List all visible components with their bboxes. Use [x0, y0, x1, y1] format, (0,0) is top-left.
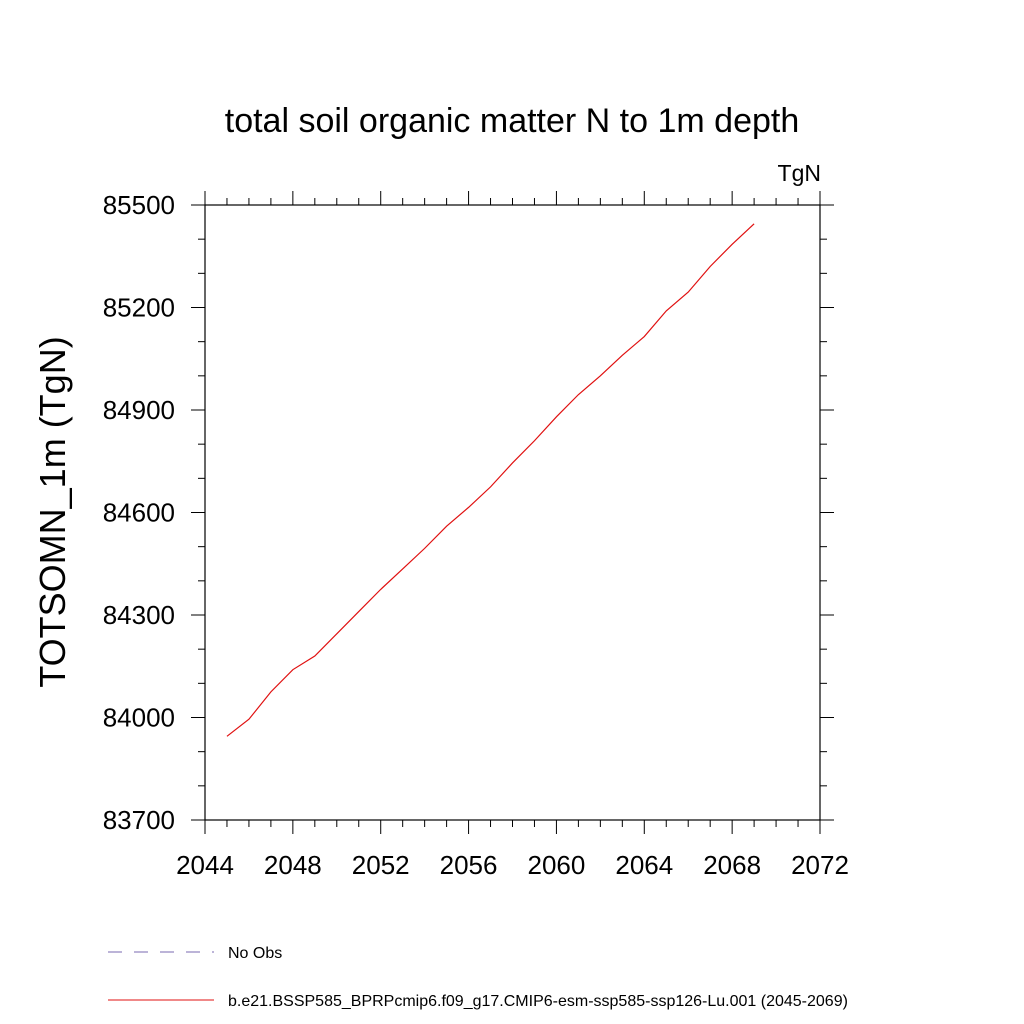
y-tick-label: 85500	[103, 190, 175, 220]
y-tick-label: 83700	[103, 805, 175, 835]
x-tick-label: 2052	[352, 850, 410, 880]
legend: No Obs b.e21.BSSP585_BPRPcmip6.f09_g17.CM…	[108, 945, 848, 1010]
y-tick-label: 84000	[103, 703, 175, 733]
y-tick-label: 85200	[103, 293, 175, 323]
x-tick-label: 2064	[615, 850, 673, 880]
y-tick-label: 84900	[103, 395, 175, 425]
x-tick-label: 2072	[791, 850, 849, 880]
axis-ticks	[191, 191, 834, 834]
y-axis-label: TOTSOMN_1m (TgN)	[32, 336, 73, 687]
series-layer	[226, 223, 755, 737]
x-tick-label: 2044	[176, 850, 234, 880]
legend-label: b.e21.BSSP585_BPRPcmip6.f09_g17.CMIP6-es…	[228, 993, 848, 1010]
axis-tick-labels: 2044 2048 2052 2056 2060 2064 2068 2072 83700 840…	[103, 190, 849, 880]
units-label: TgN	[778, 160, 821, 186]
x-tick-label: 2056	[440, 850, 498, 880]
x-tick-label: 2060	[528, 850, 586, 880]
x-tick-label: 2068	[703, 850, 761, 880]
y-tick-label: 84300	[103, 600, 175, 630]
y-tick-label: 84600	[103, 498, 175, 528]
legend-label: No Obs	[228, 945, 282, 962]
chart-title: total soil organic matter N to 1m depth	[225, 102, 800, 140]
plot-frame	[204, 204, 821, 821]
x-tick-label: 2048	[264, 850, 322, 880]
series-line	[226, 223, 755, 737]
